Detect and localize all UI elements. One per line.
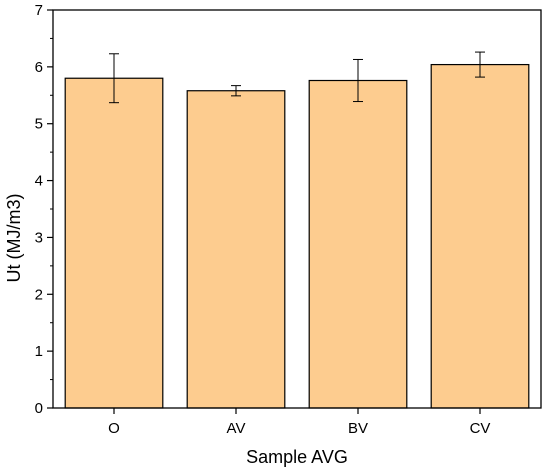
bar-av <box>186 90 286 409</box>
error-bar-av <box>231 85 241 97</box>
x-tick-label-cv: CV <box>470 420 491 437</box>
y-axis-title: Ut (MJ/m3) <box>4 194 24 283</box>
y-tick-label: 7 <box>35 2 43 19</box>
x-tick-label-o: O <box>108 420 120 437</box>
ticks-layer: O AV BV CV 0 1 2 3 4 5 6 7 <box>35 2 491 437</box>
y-tick-label: 3 <box>35 229 43 246</box>
error-bar-bv <box>353 58 363 103</box>
bars-layer <box>64 63 530 409</box>
y-tick-label: 5 <box>35 116 43 133</box>
error-bars-layer <box>109 51 485 104</box>
y-tick-label: 2 <box>35 286 43 303</box>
y-tick-label: 4 <box>35 173 43 190</box>
error-bar-o <box>109 53 119 104</box>
x-tick-label-bv: BV <box>348 420 368 437</box>
y-tick-label: 0 <box>35 400 43 417</box>
bar-bv <box>308 79 408 409</box>
bar-o <box>64 77 164 409</box>
error-bar-cv <box>475 51 485 78</box>
y-tick-label: 1 <box>35 343 43 360</box>
x-tick-label-av: AV <box>227 420 246 437</box>
x-axis-title: Sample AVG <box>246 447 348 467</box>
bar-cv <box>430 63 530 409</box>
y-tick-label: 6 <box>35 59 43 76</box>
